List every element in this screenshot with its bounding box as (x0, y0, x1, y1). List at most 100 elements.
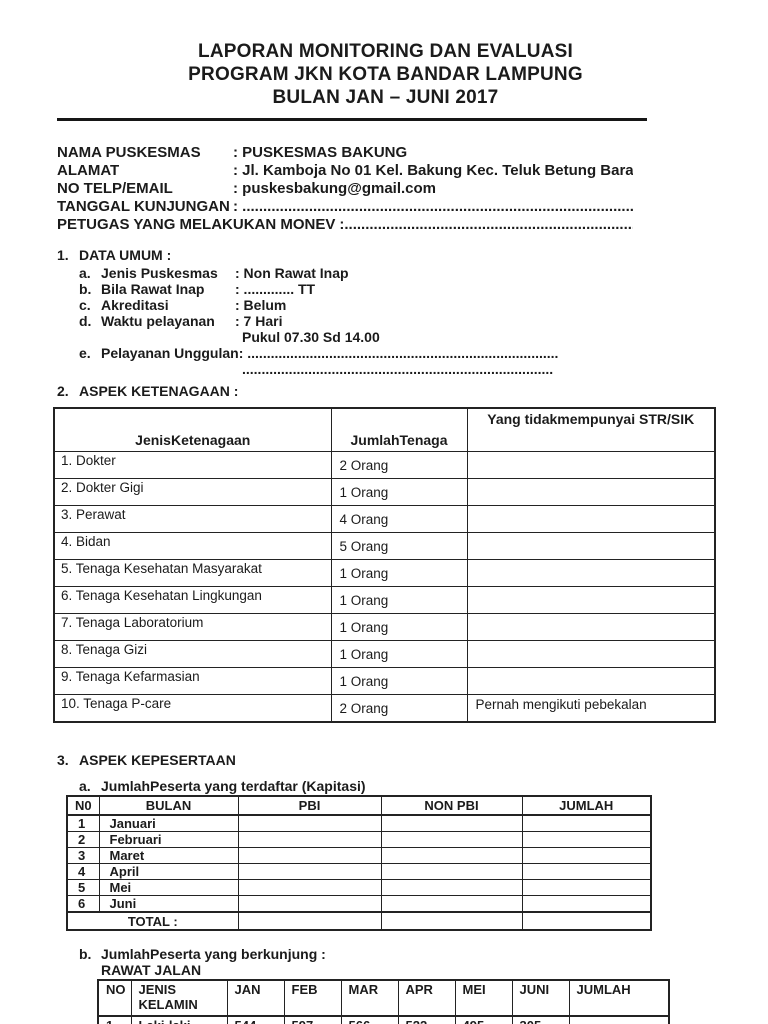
rawat-jalan-label: RAWAT JALAN (101, 962, 202, 978)
identity-row-tanggal: TANGGAL KUNJUNGAN : ....................… (57, 198, 633, 216)
empty-cell (380, 879, 523, 896)
item-letter: c. (79, 297, 91, 313)
cell-jumlah: 1 Orang (330, 586, 468, 614)
table-header-row: N0 BULAN PBI NON PBI JUMLAH (66, 795, 652, 816)
column-header: JUMLAH (521, 795, 652, 816)
item-label: Waktu pelayanan (101, 313, 215, 329)
section-title: ASPEK KEPESERTAAN (79, 752, 236, 768)
identity-row-nama: NAMA PUSKESMAS : PUSKESMAS BAKUNG (57, 144, 633, 162)
empty-cell (380, 831, 523, 848)
empty-cell (521, 863, 652, 880)
cell-jumlah: 1 Orang (330, 640, 468, 668)
section-heading-ketenagaan: 2. ASPEK KETENAGAAN : (57, 383, 714, 400)
column-header: NON PBI (380, 795, 523, 816)
column-header: JenisKetenagaan (53, 407, 332, 452)
column-header: JUMLAH (568, 979, 670, 1017)
empty-cell (237, 814, 382, 832)
cell-jumlah: 4 Orang (330, 505, 468, 533)
total-label: TOTAL : (66, 911, 239, 931)
cell-jenis: 6. Tenaga Kesehatan Lingkungan (53, 586, 332, 614)
list-item: c. Akreditasi : Belum (79, 297, 714, 313)
dotted-blank-line: :.......................................… (339, 216, 633, 233)
cell-jenis: 8. Tenaga Gizi (53, 640, 332, 668)
column-header: Yang tidakmempunyai STR/SIK (466, 407, 716, 452)
cell-jumlah: 1 Orang (330, 667, 468, 695)
cell-bulan: Juni (98, 895, 239, 913)
column-header: PBI (237, 795, 382, 816)
title-line-3: BULAN JAN – JUNI 2017 (272, 87, 499, 108)
empty-cell (237, 863, 382, 880)
cell-keterangan (466, 505, 716, 533)
table-row: 9. Tenaga Kefarmasian 1 Orang (53, 667, 716, 695)
item-value: : ............. TT (235, 281, 316, 297)
column-header: MEI (454, 979, 513, 1017)
cell-jenis: 1. Dokter (53, 451, 332, 479)
item-letter: b. (79, 281, 92, 297)
empty-cell (380, 863, 523, 880)
table-row: 10. Tenaga P-care 2 Orang Pernah mengikuti… (53, 694, 716, 723)
cell-jenis: 5. Tenaga Kesehatan Masyarakat (53, 559, 332, 587)
table-row: 1. Dokter 2 Orang (53, 451, 716, 479)
section-aspek-kepesertaan: 3. ASPEK KEPESERTAAN a. JumlahPeserta ya… (57, 752, 714, 1024)
subsection-title: JumlahPeserta yang terdaftar (Kapitasi) (101, 778, 366, 794)
cell-value: 597 (283, 1015, 342, 1024)
cell-value (568, 1015, 670, 1024)
dotted-blank-line: : ......................................… (233, 198, 633, 215)
dotted-blank-line: : ......................................… (238, 345, 559, 361)
table-header-row: JenisKetenagaan JumlahTenaga Yang tidakm… (53, 407, 716, 452)
cell-bulan: Mei (98, 879, 239, 896)
cell-keterangan: Pernah mengikuti pebekalan (466, 694, 716, 723)
cell-keterangan (466, 613, 716, 641)
table-row: 6. Tenaga Kesehatan Lingkungan 1 Orang (53, 586, 716, 614)
identity-label: NO TELP/EMAIL (57, 180, 173, 197)
cell-no: 1 (97, 1015, 132, 1024)
cell-jenis: 3. Perawat (53, 505, 332, 533)
item-letter: a. (79, 265, 91, 281)
empty-cell (521, 847, 652, 864)
empty-cell (380, 895, 523, 913)
cell-no: 3 (66, 847, 100, 864)
list-item: e. Pelayanan Unggulan : ................… (79, 345, 714, 361)
table-total-row: TOTAL : (66, 911, 652, 931)
table-row: 2. Dokter Gigi 1 Orang (53, 478, 716, 506)
identity-label: PETUGAS YANG MELAKUKAN MONEV (57, 216, 336, 233)
identity-value: : puskesbakung@gmail.com (233, 180, 437, 197)
cell-jumlah: 1 Orang (330, 613, 468, 641)
column-header: FEB (283, 979, 342, 1017)
identity-label: TANGGAL KUNJUNGAN (57, 198, 230, 215)
cell-value: 566 (340, 1015, 399, 1024)
identity-value: : PUSKESMAS BAKUNG (233, 144, 408, 161)
title-line-2: PROGRAM JKN KOTA BANDAR LAMPUNG (188, 64, 583, 85)
list-item: b. Bila Rawat Inap : ............. TT (79, 281, 714, 297)
list-item: d. Waktu pelayanan : 7 Hari (79, 313, 714, 329)
empty-cell (521, 831, 652, 848)
cell-value: 495 (454, 1015, 513, 1024)
cell-no: 4 (66, 863, 100, 880)
cell-keterangan (466, 532, 716, 560)
empty-cell (237, 879, 382, 896)
item-letter: a. (79, 778, 91, 794)
column-header: BULAN (98, 795, 239, 816)
empty-cell (237, 911, 382, 931)
cell-jenis: 10. Tenaga P-care (53, 694, 332, 723)
cell-jenis-kelamin: Laki-laki (130, 1015, 228, 1024)
table-row: 1 Januari (66, 814, 652, 832)
cell-jenis: 9. Tenaga Kefarmasian (53, 667, 332, 695)
item-label: Jenis Puskesmas (101, 265, 218, 281)
kapitasi-table: N0 BULAN PBI NON PBI JUMLAH 1 Januari 2 Fe… (66, 795, 652, 931)
empty-cell (380, 814, 523, 832)
table-row: 4 April (66, 863, 652, 880)
cell-keterangan (466, 586, 716, 614)
cell-keterangan (466, 640, 716, 668)
cell-no: 2 (66, 831, 100, 848)
rawat-jalan-table: NO JENIS KELAMIN JAN FEB MAR APR MEI JUN… (97, 979, 670, 1024)
item-value-continuation: Pukul 07.30 Sd 14.00 (242, 329, 380, 345)
cell-bulan: Maret (98, 847, 239, 864)
item-letter: b. (79, 946, 92, 962)
cell-no: 1 (66, 814, 100, 832)
subsection-title: JumlahPeserta yang berkunjung : (101, 946, 326, 962)
column-header: NO (97, 979, 132, 1017)
document-title: LAPORAN MONITORING DAN EVALUASI PROGRAM … (57, 40, 714, 109)
